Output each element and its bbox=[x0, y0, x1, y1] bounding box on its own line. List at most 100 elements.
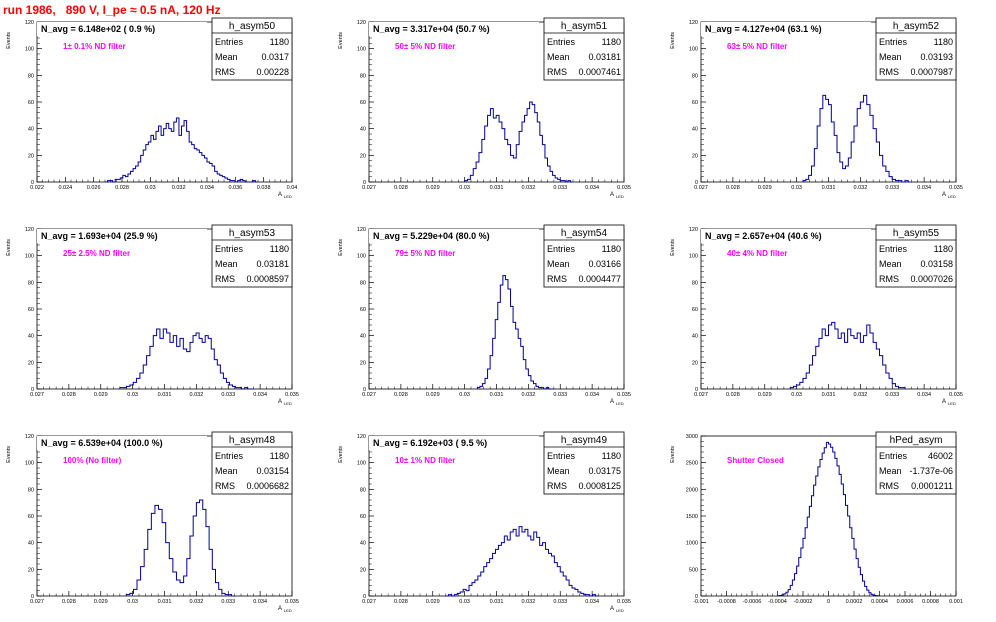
y-tick-label: 100 bbox=[25, 47, 34, 53]
x-tick-label: 0.029 bbox=[426, 392, 440, 398]
x-tick-label: 0.034 bbox=[585, 392, 599, 398]
stats-label: RMS bbox=[879, 274, 899, 284]
x-tick-label: 0.03 bbox=[459, 599, 470, 605]
y-tick-label: 80 bbox=[28, 280, 34, 286]
y-tick-label: 20 bbox=[28, 360, 34, 366]
histogram-panel-h_asym51: 0 20 40 60 80 100 120 0.027 0.028 0.029 0.03 0.031 0… bbox=[338, 17, 631, 199]
y-axis-label: Events bbox=[670, 32, 676, 49]
x-tick-label: 0.032 bbox=[521, 185, 535, 191]
x-tick-label: 0.034 bbox=[917, 392, 931, 398]
y-axis-label: Events bbox=[338, 446, 344, 463]
x-tick-label: 0.038 bbox=[257, 185, 271, 191]
y-tick-label: 100 bbox=[25, 461, 34, 467]
stats-value: 0.0008125 bbox=[578, 481, 621, 491]
x-tick-label: 0.031 bbox=[822, 185, 836, 191]
stats-value: 0.03193 bbox=[920, 52, 953, 62]
x-tick-label: 0.032 bbox=[853, 392, 867, 398]
stats-value: 1180 bbox=[602, 37, 621, 47]
x-tick-label: 0.035 bbox=[617, 392, 631, 398]
y-tick-label: 100 bbox=[689, 254, 698, 260]
x-tick-label: 0.03 bbox=[145, 185, 156, 191]
histogram-name: h_asym51 bbox=[561, 21, 608, 32]
y-tick-label: 2000 bbox=[686, 487, 698, 493]
y-tick-label: 80 bbox=[28, 73, 34, 79]
x-tick-label: 0.029 bbox=[758, 392, 772, 398]
x-tick-label: 0.0006 bbox=[897, 599, 914, 605]
y-tick-label: 120 bbox=[25, 434, 34, 440]
histogram-line bbox=[777, 441, 880, 597]
y-tick-label: 80 bbox=[360, 487, 366, 493]
y-tick-label: 100 bbox=[357, 254, 366, 260]
y-tick-label: 0 bbox=[31, 594, 34, 600]
stats-label: Entries bbox=[879, 37, 908, 47]
y-tick-label: 20 bbox=[360, 153, 366, 159]
x-axis-label-subscript: LED bbox=[948, 401, 956, 406]
x-axis-label-subscript: LED bbox=[616, 401, 624, 406]
x-axis-label: A bbox=[942, 192, 946, 198]
x-tick-label: 0.027 bbox=[694, 185, 708, 191]
stats-box bbox=[875, 224, 957, 288]
stats-label: RMS bbox=[215, 481, 235, 491]
stats-label: Mean bbox=[215, 466, 238, 476]
x-tick-label: -0.0002 bbox=[794, 599, 813, 605]
histogram-name: hPed_asym bbox=[890, 435, 943, 446]
stats-box bbox=[543, 431, 625, 495]
n-avg-title: N_avg = 6.539e+04 (100.0 %) bbox=[41, 438, 163, 448]
stats-value: 1180 bbox=[270, 244, 289, 254]
stats-label: Mean bbox=[215, 259, 238, 269]
x-tick-label: 0.031 bbox=[158, 392, 172, 398]
stats-label: RMS bbox=[879, 481, 899, 491]
stats-value: 0.00228 bbox=[256, 67, 289, 77]
y-tick-label: 60 bbox=[692, 307, 698, 313]
histogram-panel-h_asym49: 0 20 40 60 80 100 120 0.027 0.028 0.029 0.03 0.031 0… bbox=[338, 431, 631, 613]
x-tick-label: 0.028 bbox=[62, 599, 76, 605]
histogram-name: h_asym55 bbox=[893, 228, 940, 239]
x-tick-label: 0.033 bbox=[553, 599, 567, 605]
y-tick-label: 1500 bbox=[686, 514, 698, 520]
x-tick-label: 0.03 bbox=[459, 185, 470, 191]
stats-label: Mean bbox=[879, 52, 902, 62]
x-tick-label: 0.028 bbox=[62, 392, 76, 398]
y-axis-label: Events bbox=[6, 32, 12, 49]
stats-value: 0.03158 bbox=[920, 259, 953, 269]
n-avg-title: N_avg = 3.317e+04 (50.7 %) bbox=[373, 24, 490, 34]
y-tick-label: 20 bbox=[360, 567, 366, 573]
x-tick-label: 0.034 bbox=[917, 185, 931, 191]
x-tick-label: 0.028 bbox=[726, 185, 740, 191]
x-axis-label-subscript: LED bbox=[284, 401, 292, 406]
y-tick-label: 0 bbox=[31, 180, 34, 186]
stats-title-box bbox=[369, 229, 539, 243]
y-tick-label: 20 bbox=[28, 567, 34, 573]
n-avg-title: N_avg = 5.229e+04 (80.0 %) bbox=[373, 231, 490, 241]
x-tick-label: 0.028 bbox=[394, 392, 408, 398]
stats-title-box bbox=[37, 436, 207, 450]
stats-value: 0.0317 bbox=[261, 52, 289, 62]
stats-box bbox=[211, 431, 293, 495]
x-tick-label: 0.033 bbox=[221, 392, 235, 398]
histogram-line bbox=[464, 101, 573, 183]
stats-value: 0.03175 bbox=[588, 466, 621, 476]
y-tick-label: 80 bbox=[692, 280, 698, 286]
y-axis-label: Events bbox=[670, 239, 676, 256]
stats-label: RMS bbox=[547, 481, 567, 491]
x-tick-label: 0.033 bbox=[221, 599, 235, 605]
y-tick-label: 0 bbox=[31, 387, 34, 393]
x-tick-label: -0.0008 bbox=[717, 599, 736, 605]
y-tick-label: 20 bbox=[360, 360, 366, 366]
y-tick-label: 120 bbox=[357, 434, 366, 440]
y-tick-label: 0 bbox=[363, 594, 366, 600]
stats-label: RMS bbox=[879, 67, 899, 77]
stats-label: RMS bbox=[215, 67, 235, 77]
x-tick-label: 0.022 bbox=[30, 185, 44, 191]
x-tick-label: 0.027 bbox=[30, 599, 44, 605]
x-tick-label: 0.029 bbox=[94, 392, 108, 398]
y-tick-label: 40 bbox=[28, 334, 34, 340]
x-tick-label: 0.024 bbox=[58, 185, 72, 191]
stats-label: Entries bbox=[547, 37, 576, 47]
filter-annotation: 50± 5% ND filter bbox=[395, 42, 455, 51]
stats-box bbox=[543, 224, 625, 288]
filter-annotation: Shutter Closed bbox=[727, 456, 784, 465]
stats-label: Entries bbox=[547, 244, 576, 254]
y-tick-label: 60 bbox=[692, 100, 698, 106]
x-tick-label: 0.028 bbox=[394, 599, 408, 605]
